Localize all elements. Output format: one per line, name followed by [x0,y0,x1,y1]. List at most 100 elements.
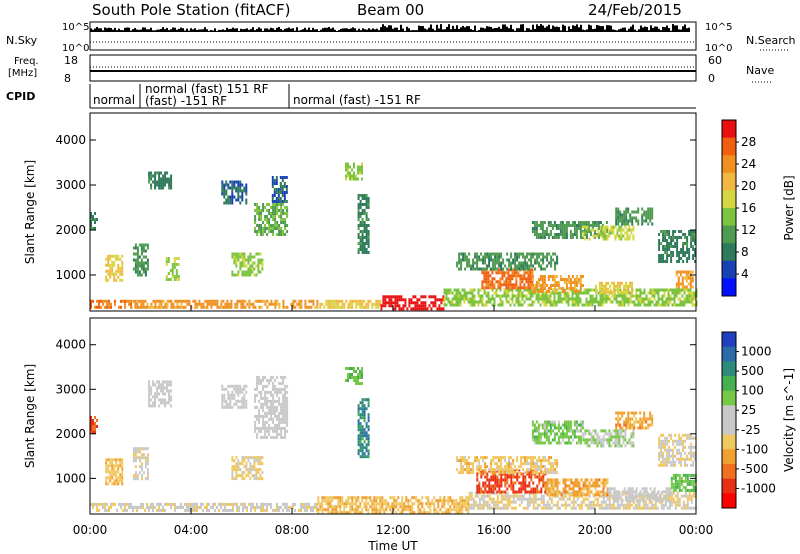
heatmap-cell [192,502,194,506]
heatmap-cell [592,493,595,497]
heatmap-cell [238,508,240,512]
heatmap-cell [676,251,679,254]
heatmap-cell [138,459,141,463]
heatmap-cell [516,252,519,256]
heatmap-cell [546,255,549,259]
nsky-bar [682,26,684,32]
heatmap-cell [575,300,578,304]
nsky-bar [594,28,596,32]
heatmap-cell [241,462,244,466]
heatmap-cell [227,393,230,397]
heatmap-cell [649,493,652,497]
heatmap-cell [438,298,441,302]
heatmap-cell [243,471,246,475]
heatmap-cell [214,299,217,303]
heatmap-cell [678,251,681,254]
nsky-bar [484,28,486,32]
heatmap-cell [514,481,517,485]
heatmap-cell [651,222,654,226]
heatmap-cell [264,206,267,209]
nsky-bar [112,29,114,32]
heatmap-cell [504,506,507,510]
heatmap-cell [171,269,174,272]
heatmap-cell [618,234,621,238]
heatmap-cell [532,252,535,256]
heatmap-cell [632,228,635,232]
heatmap-cell [274,423,277,427]
heatmap-cell [256,414,259,418]
heatmap-cell [241,477,244,481]
heatmap-cell [353,299,356,303]
heatmap-cell [266,420,269,424]
heatmap-cell [140,243,143,247]
heatmap-cell [160,299,163,303]
heatmap-cell [359,230,362,233]
heatmap-cell [627,490,630,494]
heatmap-cell [144,462,147,466]
heatmap-cell [672,500,675,504]
heatmap-cell [534,267,537,271]
heatmap-cell [493,291,496,295]
heatmap-cell [371,502,374,506]
heatmap-cell [680,236,683,239]
heatmap-cell [660,506,663,510]
heatmap-cell [281,179,284,182]
heatmap-cell [235,402,238,406]
heatmap-cell [270,435,273,439]
heatmap-cell [544,487,547,491]
heatmap-cell [690,482,693,486]
heatmap-cell [278,381,281,385]
heatmap-cell [627,210,630,214]
heatmap-cell [225,201,228,205]
heatmap-cell [518,490,521,494]
heatmap-cell [253,462,256,466]
heatmap-cell [590,506,593,510]
heatmap-cell [221,180,224,184]
heatmap-cell [115,473,118,477]
heatmap-cell [650,506,653,510]
heatmap-cell [676,482,679,486]
heatmap-cell [280,381,283,385]
heatmap-cell [140,252,143,256]
heatmap-cell [393,496,396,500]
heatmap-cell [550,481,553,485]
heatmap-cell [660,497,663,501]
heatmap-cell [657,499,660,503]
heatmap-cell [558,481,561,485]
heatmap-cell [457,288,460,292]
heatmap-cell [586,493,589,497]
heatmap-cell [274,387,277,391]
heatmap-cell [512,481,515,485]
heatmap-cell [353,162,355,166]
heatmap-cell [247,261,250,265]
heatmap-cell [274,408,277,412]
heatmap-cell [98,302,100,306]
heatmap-cell [420,295,423,299]
heatmap-cell [152,383,155,387]
heatmap-cell [365,215,368,218]
heatmap-cell [361,230,364,233]
heatmap-cell [577,300,580,304]
heatmap-cell [249,471,252,475]
heatmap-cell [480,497,483,501]
heatmap-cell [363,242,366,245]
heatmap-cell [676,500,679,504]
heatmap-cell [565,294,568,298]
heatmap-cell [622,506,625,510]
heatmap-cell [606,497,609,501]
heatmap-cell [256,230,259,233]
nsky-bar [572,25,574,32]
nsky-bar [132,29,134,32]
heatmap-cell [672,254,675,257]
heatmap-cell [403,508,406,512]
heatmap-cell [168,502,170,506]
heatmap-cell [273,200,276,203]
heatmap-cell [657,294,660,298]
heatmap-cell [270,405,273,409]
heatmap-cell [465,496,468,500]
heatmap-cell [602,225,605,229]
heatmap-cell [676,497,679,501]
heatmap-cell [598,493,601,497]
heatmap-cell [148,177,151,181]
heatmap-cell [690,239,693,242]
